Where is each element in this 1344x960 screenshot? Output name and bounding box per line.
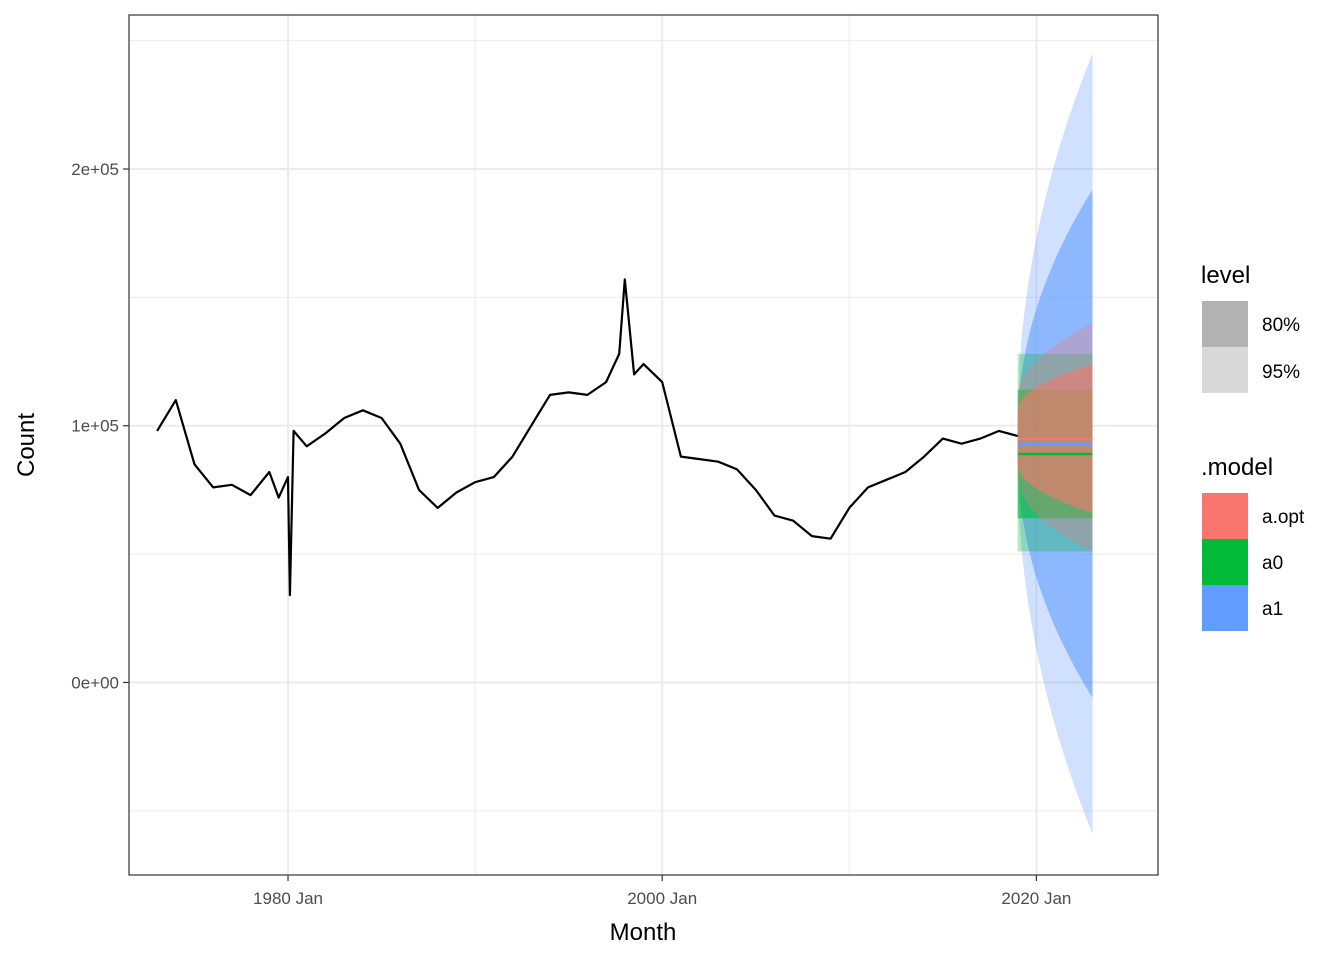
legend-level-title: level: [1201, 262, 1250, 289]
legend-model-title: .model: [1201, 454, 1273, 481]
x-axis: 1980 Jan 2000 Jan 2020 Jan: [253, 875, 1071, 908]
legend-model-label-a0: a0: [1262, 553, 1283, 574]
history-line: [156, 278, 1018, 597]
legend-model-key-a1: [1202, 585, 1248, 631]
y-tick-label: 1e+05: [71, 417, 119, 436]
legend-model-label-a-opt: a.opt: [1262, 507, 1305, 528]
history-series: [156, 278, 1018, 597]
x-axis-title: Month: [610, 919, 677, 946]
x-tick-label: 2020 Jan: [1001, 889, 1071, 908]
y-axis: 0e+00 1e+05 2e+05: [71, 160, 129, 692]
legend-model-key-a0: [1202, 539, 1248, 585]
y-tick-label: 0e+00: [71, 673, 119, 692]
x-tick-label: 1980 Jan: [253, 889, 323, 908]
plot-panel: [129, 15, 1158, 875]
y-tick-label: 2e+05: [71, 160, 119, 179]
plot-border: [128, 14, 1159, 876]
legend-level-label-95: 95%: [1262, 362, 1300, 383]
forecast-means: [1017, 437, 1093, 456]
legend-model-key-a-opt: [1202, 493, 1248, 539]
legend-model-label-a1: a1: [1262, 599, 1283, 620]
legend-model: .model a.opt a0 a1: [1201, 454, 1305, 631]
legend-level: level 80% 95%: [1201, 262, 1300, 393]
legend-level-key-80: [1202, 301, 1248, 347]
x-tick-label: 2000 Jan: [627, 889, 697, 908]
legend-level-label-80: 80%: [1262, 315, 1300, 336]
gridlines: [129, 15, 1158, 875]
y-axis-title: Count: [13, 413, 40, 477]
legend-level-key-95: [1202, 347, 1248, 393]
